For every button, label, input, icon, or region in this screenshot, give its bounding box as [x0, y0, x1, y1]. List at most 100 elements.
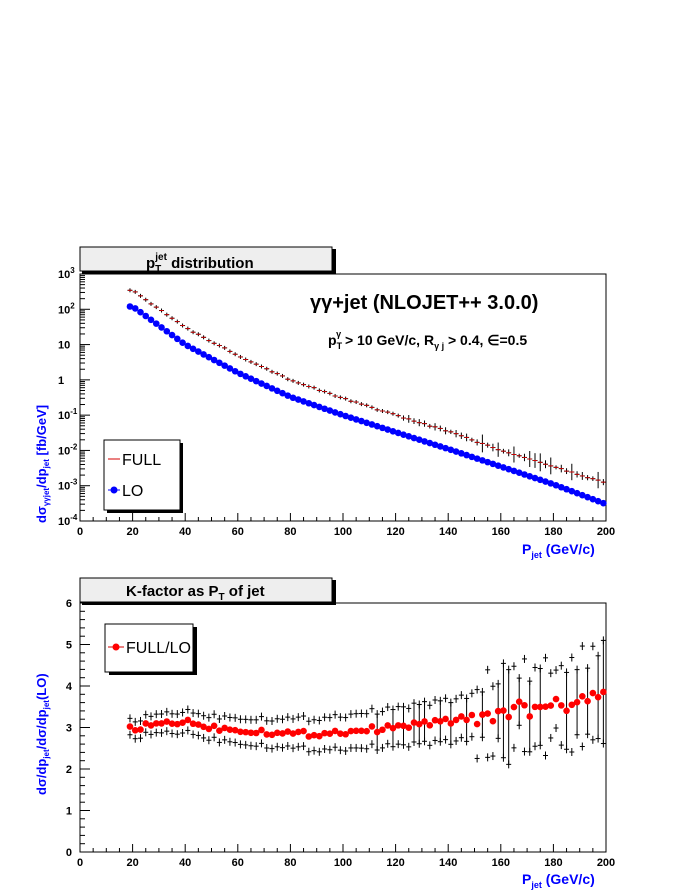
ratio-point: [352, 727, 360, 735]
ratio-point: [147, 722, 155, 729]
bottom-y-axis-label: dσ/dpjet/dσ/dpjet(LO): [34, 673, 51, 795]
ratio-point: [321, 729, 328, 737]
top-x-tick-label: 140: [439, 526, 457, 538]
ratio-point: [536, 703, 544, 711]
ratio-point: [547, 702, 555, 709]
lo-point: [489, 460, 497, 468]
ratio-point: [568, 701, 576, 709]
lo-point: [421, 438, 428, 445]
ratio-point: [158, 720, 165, 727]
ratio-point: [584, 697, 591, 705]
ratio-point: [200, 723, 207, 731]
lo-point: [552, 481, 560, 489]
ratio-point: [373, 728, 381, 736]
ratio-point: [510, 703, 518, 711]
bottom-x-tick-label: 20: [126, 857, 138, 869]
bottom-legend: FULL/LO: [104, 623, 197, 675]
ratio-point: [452, 716, 460, 724]
ratio-point: [252, 729, 260, 737]
top-x-tick-label: 100: [334, 526, 352, 538]
bottom-x-tick-label: 180: [544, 857, 562, 869]
lo-point: [521, 471, 528, 478]
lo-point: [379, 424, 386, 432]
ratio-point: [426, 722, 434, 729]
lo-point: [316, 403, 323, 411]
bottom-title-box: K-factor as PT of jet: [79, 577, 336, 605]
lo-point: [542, 478, 549, 485]
bottom-x-tick-label: 140: [439, 857, 457, 869]
lo-point: [174, 335, 181, 343]
ratio-point: [531, 703, 539, 711]
ratio-point: [463, 716, 470, 724]
bottom-y-tick-label: 6: [66, 598, 72, 610]
lo-point: [363, 419, 370, 427]
ratio-point: [284, 728, 292, 735]
bottom-y-tick-label: 4: [66, 681, 73, 693]
ratio-point: [447, 720, 455, 727]
ratio-point: [473, 720, 481, 728]
lo-point: [137, 308, 144, 316]
ratio-point: [289, 730, 297, 737]
top-x-tick-label: 60: [232, 526, 244, 538]
ratio-point: [152, 720, 160, 727]
lo-point: [247, 375, 255, 383]
lo-point: [216, 359, 223, 367]
lo-point: [384, 426, 392, 433]
lo-point: [195, 348, 202, 355]
ratio-point: [331, 727, 339, 735]
ratio-point: [479, 711, 486, 718]
top-panel: 0 20 40 60 80 100 120 140 160 180 20010310210110-1…: [34, 246, 615, 560]
ratio-point: [552, 695, 560, 703]
lo-point: [389, 427, 397, 435]
bottom-legend-bg: [104, 623, 194, 673]
ratio-point: [400, 722, 407, 730]
ratio-point: [221, 724, 228, 732]
ratio-point: [563, 707, 570, 715]
lo-point: [494, 462, 502, 469]
lo-point: [258, 380, 265, 387]
ratio-point: [484, 710, 491, 717]
lo-point: [479, 457, 486, 464]
lo-point: [468, 453, 476, 461]
lo-point: [526, 472, 534, 480]
ratio-point: [326, 730, 334, 737]
ratio-point: [515, 698, 523, 706]
lo-point: [510, 467, 518, 475]
ratio-point: [163, 718, 171, 725]
lo-point: [268, 385, 276, 392]
ratio-point: [294, 728, 302, 736]
top-x-axis-label: Pjet (GeV/c): [522, 541, 595, 560]
ratio-point: [379, 726, 386, 734]
lo-point: [305, 399, 313, 407]
ratio-point: [273, 729, 281, 737]
ratio-point: [505, 713, 512, 721]
ratio-point: [384, 722, 392, 729]
ratio-point: [594, 693, 602, 701]
top-y-tick-label: 103: [58, 266, 75, 281]
ratio-point: [168, 720, 176, 727]
ratio-point: [579, 692, 586, 700]
legend-ratio-marker: [112, 643, 120, 651]
ratio-point: [421, 718, 428, 725]
ratio-point: [205, 725, 213, 733]
lo-point: [147, 316, 155, 324]
ratio-point: [216, 727, 223, 734]
ratio-point: [394, 722, 402, 729]
top-y-axis-label: dσγγjet/dpjet [fb/GeV]: [34, 405, 51, 523]
ratio-point: [458, 713, 465, 720]
lo-point: [458, 450, 465, 457]
lo-point: [279, 389, 286, 397]
ratio-point: [589, 689, 597, 697]
lo-point: [515, 469, 523, 477]
ratio-point: [415, 720, 423, 728]
bottom-x-tick-label: 100: [334, 857, 352, 869]
ratio-point: [542, 703, 549, 710]
ratio-point: [242, 728, 249, 736]
lo-point: [594, 497, 602, 505]
lo-point: [600, 499, 607, 507]
ratio-point: [142, 720, 150, 727]
top-x-tick-label: 80: [284, 526, 296, 538]
top-x-tick-label: 200: [597, 526, 615, 538]
lo-point: [263, 382, 271, 390]
legend-ratio-label: FULL/LO: [126, 640, 191, 657]
